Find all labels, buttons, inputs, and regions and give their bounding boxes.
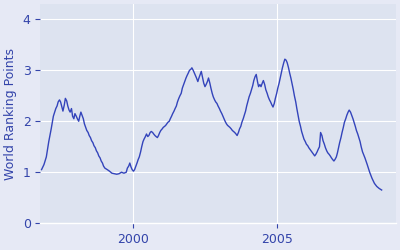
Y-axis label: World Ranking Points: World Ranking Points (4, 48, 17, 180)
